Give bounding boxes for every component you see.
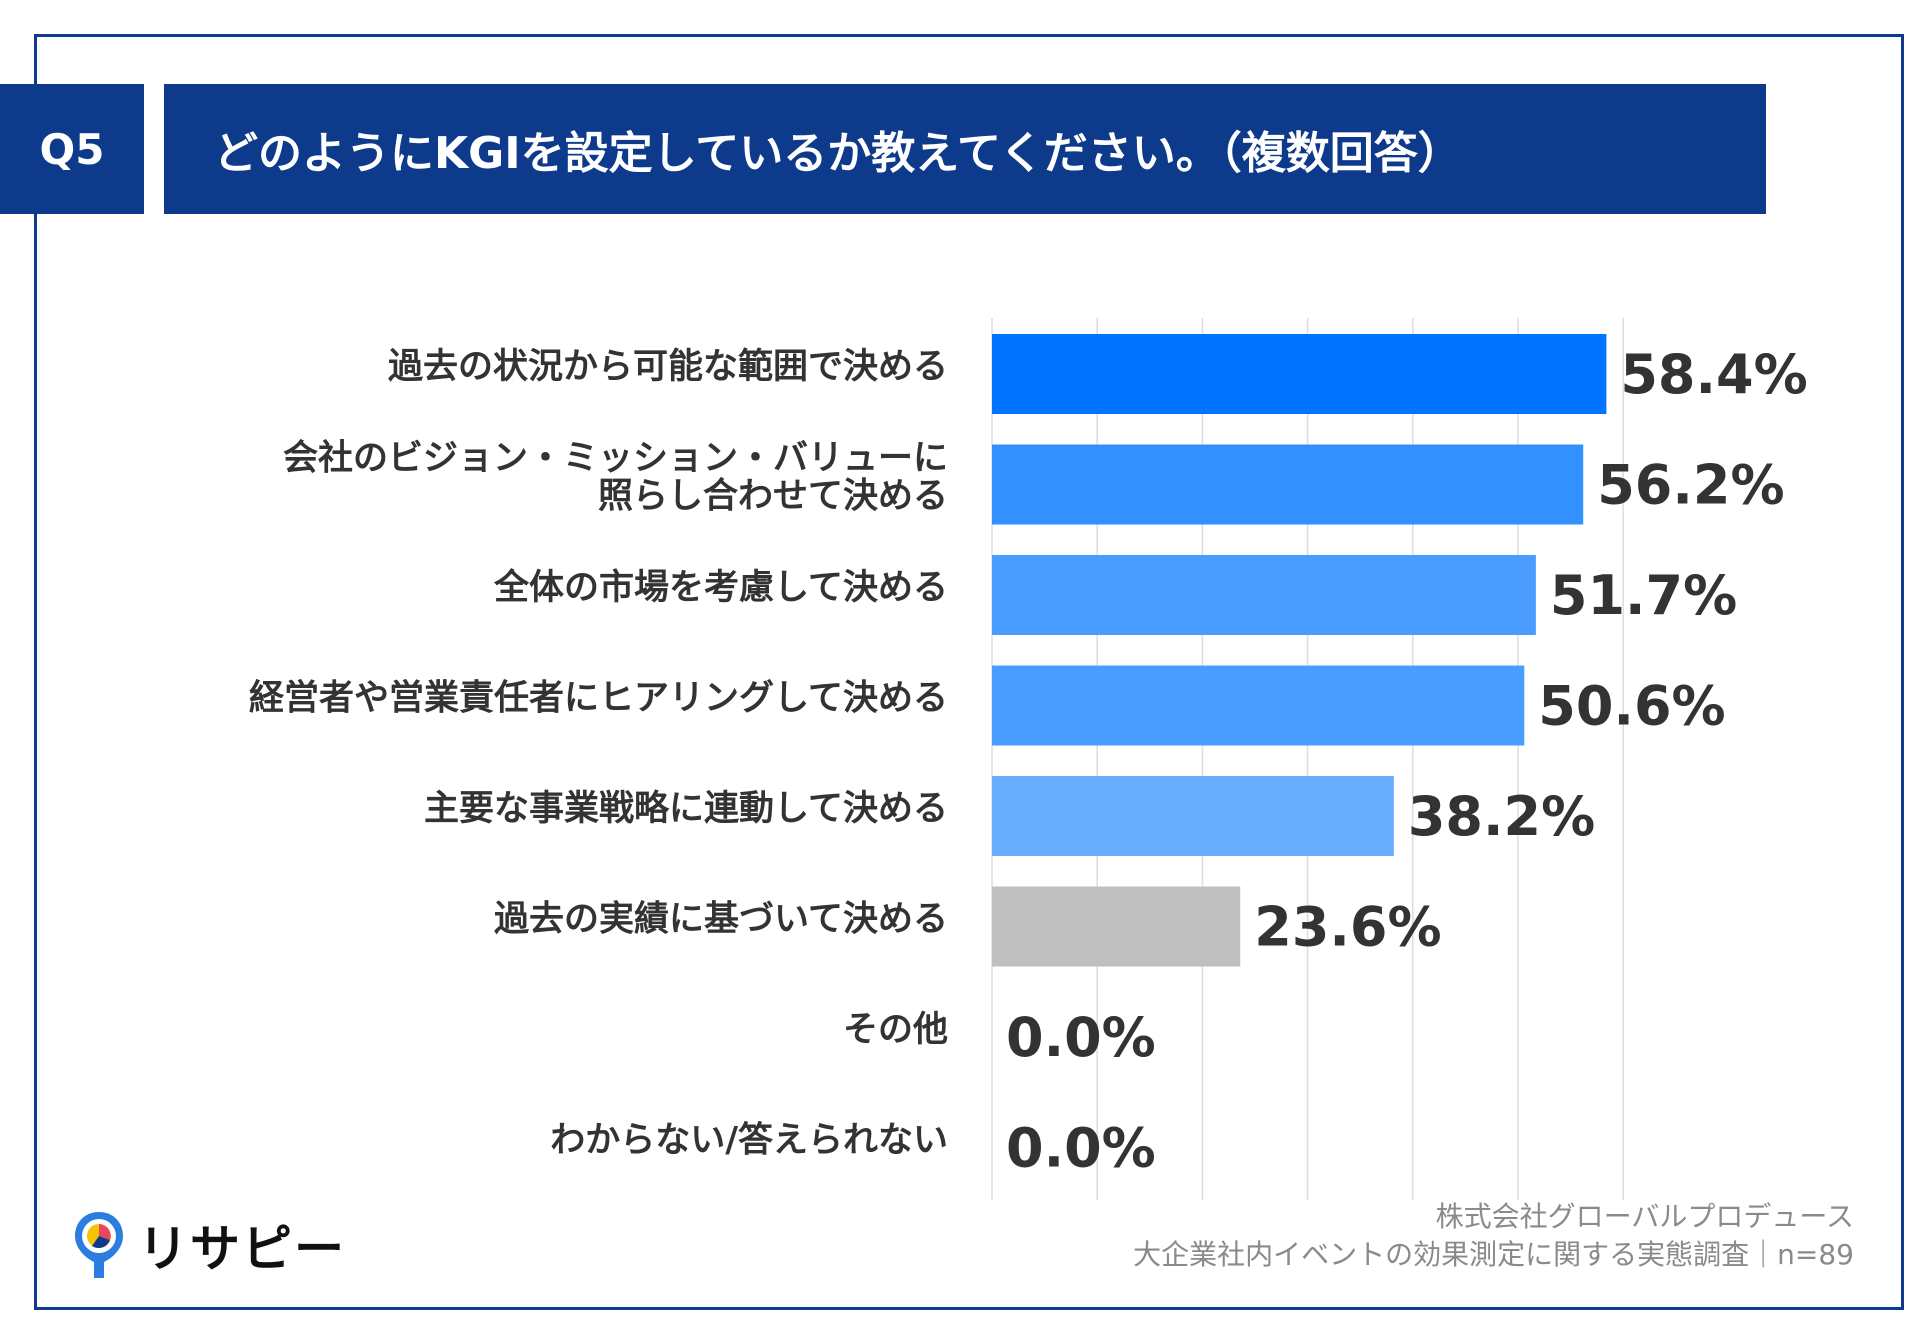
category-label-6: その他 [843, 1010, 948, 1050]
category-label-3: 経営者や営業責任者にヒアリングして決める [249, 679, 948, 719]
value-label-4: 38.2% [1408, 785, 1595, 848]
source-note: 株式会社グローバルプロデュース 大企業社内イベントの効果測定に関する実態調査｜n… [1133, 1198, 1854, 1274]
value-label-6: 0.0% [1006, 1006, 1156, 1069]
map-pin-icon [75, 1212, 123, 1278]
bar-4 [992, 776, 1394, 856]
category-label-0: 過去の状況から可能な範囲で決める [388, 347, 948, 387]
bar-1 [992, 444, 1584, 525]
source-company: 株式会社グローバルプロデュース [1435, 1200, 1854, 1233]
category-label-2: 全体の市場を考慮して決める [493, 567, 948, 608]
value-label-5: 23.6% [1254, 896, 1441, 959]
bar-2 [992, 555, 1536, 635]
question-number-badge: Q5 [0, 84, 144, 214]
category-label-1-line1: 照らし合わせて決める [598, 477, 948, 517]
value-label-0: 58.4% [1620, 343, 1807, 406]
value-label-7: 0.0% [1006, 1117, 1156, 1180]
value-label-3: 50.6% [1538, 675, 1725, 738]
category-label-5: 過去の実績に基づいて決める [494, 900, 948, 940]
value-label-1: 56.2% [1597, 454, 1784, 517]
bar-3 [992, 665, 1525, 746]
question-title: どのようにKGIを設定しているか教えてください。（複数回答） [164, 84, 1766, 214]
category-label-1-line0: 会社のビジョン・ミッション・バリューに [283, 439, 948, 479]
bar-0 [992, 334, 1607, 414]
category-label-4: 主要な事業戦略に連動して決める [424, 789, 948, 829]
value-label-2: 51.7% [1550, 564, 1737, 627]
risapy-logo: リサピー [70, 1208, 346, 1282]
chart-frame [34, 34, 1904, 1310]
logo-text: リサピー [138, 1220, 346, 1278]
source-survey: 大企業社内イベントの効果測定に関する実態調査｜n=89 [1133, 1238, 1854, 1271]
bar-5 [992, 886, 1241, 967]
category-label-7: わからない/答えられない [550, 1121, 948, 1161]
